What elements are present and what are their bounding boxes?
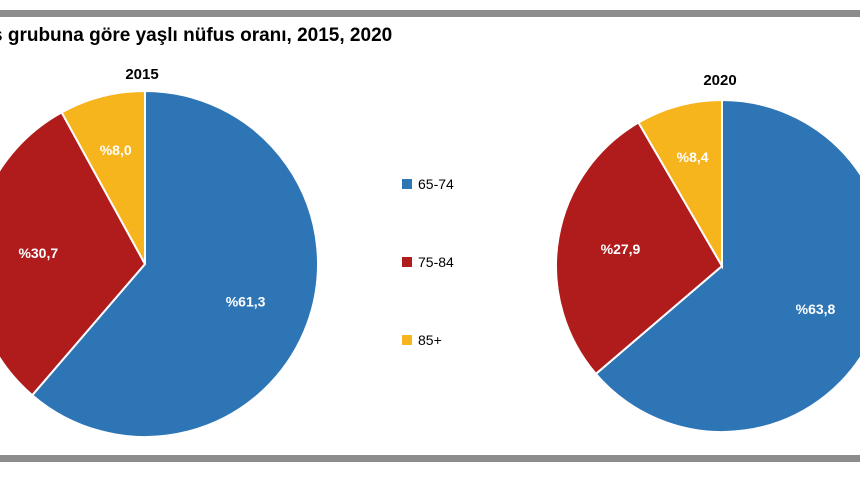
slice-label-65-74-2020: %63,8 — [796, 301, 836, 317]
slice-85plus-2015 — [60, 89, 146, 265]
slice-85plus-2020 — [637, 98, 723, 270]
pie-title-2015: 2015 — [125, 66, 158, 83]
slice-label-65-74-2015: %61,3 — [226, 293, 266, 309]
top-border-rule — [0, 10, 860, 17]
legend-swatch-75-84 — [402, 257, 412, 267]
slice-75-84-2015 — [0, 111, 147, 397]
slice-label-75-84-2015: %30,7 — [18, 245, 58, 261]
legend: 65-74 75-84 85+ — [402, 176, 454, 348]
slice-label-85plus-2015: %8,0 — [100, 142, 132, 158]
legend-label-65-74: 65-74 — [418, 176, 454, 192]
legend-swatch-85plus — [402, 335, 412, 345]
pie-2015: %61,3 %30,7 %8,0 — [0, 89, 319, 438]
pie-2020: %63,8 %27,9 %8,4 — [555, 98, 860, 433]
slice-75-84-2020 — [555, 121, 724, 376]
slice-label-75-84-2020: %27,9 — [601, 241, 641, 257]
slice-65-74-2020 — [594, 98, 860, 433]
slice-65-74-2015 — [30, 89, 319, 438]
bottom-border-rule — [0, 455, 860, 462]
legend-label-75-84: 75-84 — [418, 254, 454, 270]
legend-swatch-65-74 — [402, 179, 412, 189]
legend-label-85plus: 85+ — [418, 332, 442, 348]
pie-title-2020: 2020 — [703, 72, 736, 89]
slice-label-85plus-2020: %8,4 — [677, 149, 709, 165]
figure-title: s grubuna göre yaşlı nüfus oranı, 2015, … — [0, 25, 393, 46]
